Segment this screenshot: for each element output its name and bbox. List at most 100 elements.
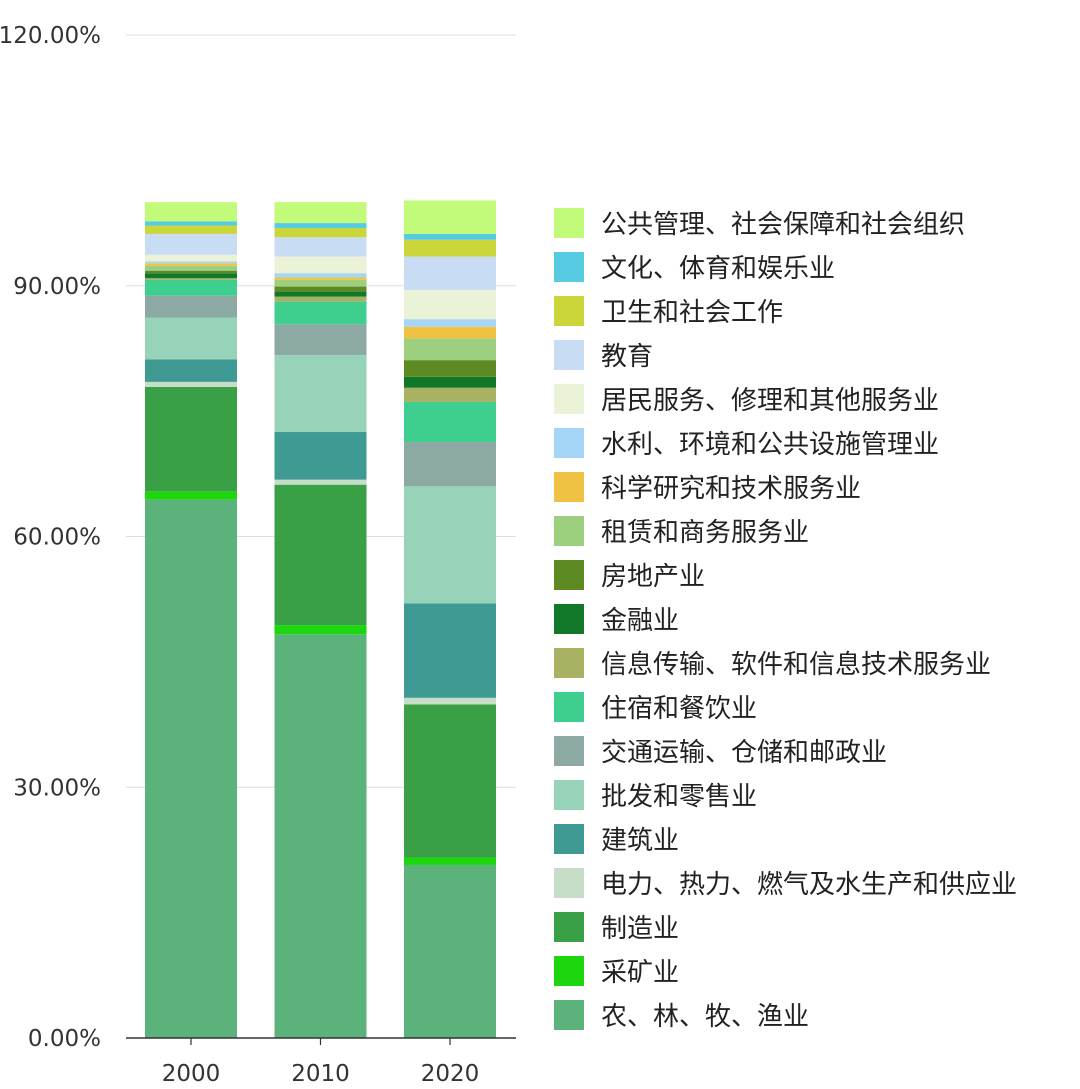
bar-segment [274, 228, 367, 238]
legend-label: 采矿业 [601, 958, 679, 988]
bar-segment [404, 233, 496, 240]
bar-segment [274, 355, 367, 433]
legend-swatch [554, 560, 584, 590]
bar-segment [404, 704, 496, 858]
legend-label: 交通运输、仓储和邮政业 [601, 738, 887, 768]
bar-segment [274, 256, 367, 274]
bar-segment [145, 254, 237, 262]
legend-label: 文化、体育和娱乐业 [601, 254, 835, 284]
axes: 0.00% 30.00% 60.00% 90.00% 120.00% 2000 2010 20… [0, 23, 516, 1087]
bar-segment [274, 202, 367, 224]
bar-segment [404, 239, 496, 257]
bar-segment [404, 256, 496, 290]
legend-label: 科学研究和技术服务业 [601, 474, 861, 504]
bar-segment [274, 279, 367, 287]
bar-segment [274, 296, 367, 302]
bar-segment [274, 324, 367, 356]
bar-segment [145, 359, 237, 382]
legend-label: 教育 [601, 342, 653, 372]
legend-swatch [554, 824, 584, 854]
bar-segment [145, 317, 237, 360]
legend-label: 公共管理、社会保障和社会组织 [601, 210, 965, 240]
bar-segment [404, 401, 496, 443]
legend-label: 房地产业 [601, 562, 705, 592]
bar-segment [404, 200, 496, 234]
bar-segment [404, 319, 496, 327]
legend-swatch [554, 912, 584, 942]
legend-swatch [554, 956, 584, 986]
legend-swatch [554, 692, 584, 722]
bar-segment [274, 291, 367, 297]
legend-swatch [554, 780, 584, 810]
legend-swatch [554, 428, 584, 458]
bars [145, 200, 496, 1038]
legend-swatch [554, 868, 584, 898]
legend-label: 住宿和餐饮业 [601, 694, 757, 724]
bar-segment [145, 225, 237, 234]
legend-swatch [554, 472, 584, 502]
bar-segment [145, 202, 237, 222]
bar-segment [274, 479, 367, 485]
bar-segment [404, 442, 496, 487]
bar-segment [274, 634, 367, 1038]
bar-segment [404, 338, 496, 361]
legend-label: 金融业 [601, 606, 679, 636]
bar-segment [274, 273, 367, 278]
bar-segment [274, 484, 367, 626]
bar-segment [145, 499, 237, 1038]
bar-segment [274, 277, 367, 280]
legend-label: 农、林、牧、渔业 [601, 1002, 809, 1032]
y-tick-label: 120.00% [0, 23, 101, 49]
bar-segment [274, 237, 367, 257]
bar-segment [145, 278, 237, 280]
bar-segment [274, 286, 367, 292]
legend-swatch [554, 384, 584, 414]
x-tick-label: 2010 [291, 1061, 350, 1087]
x-tick-label: 2020 [421, 1061, 480, 1087]
bar-segment [274, 301, 367, 325]
bar-segment [404, 326, 496, 339]
bar-segment [145, 273, 237, 279]
legend-label: 批发和零售业 [601, 782, 757, 812]
bar-segment [404, 387, 496, 402]
bar-segment [145, 263, 237, 266]
bar-segment [404, 376, 496, 388]
bar-segment [404, 857, 496, 865]
y-tick-label: 30.00% [13, 775, 101, 801]
legend-label: 电力、热力、燃气及水生产和供应业 [601, 870, 1017, 900]
bar-segment [404, 697, 496, 705]
bar-segment [145, 233, 237, 255]
legend-swatch [554, 340, 584, 370]
legend-label: 制造业 [601, 914, 679, 944]
bar-segment [145, 270, 237, 274]
legend: 公共管理、社会保障和社会组织文化、体育和娱乐业卫生和社会工作教育居民服务、修理和… [554, 208, 1017, 1032]
legend-label: 居民服务、修理和其他服务业 [601, 386, 939, 416]
bar-segment [145, 295, 237, 318]
bar-segment [145, 386, 237, 492]
legend-swatch [554, 296, 584, 326]
legend-swatch [554, 648, 584, 678]
bar-segment [404, 603, 496, 698]
legend-label: 信息传输、软件和信息技术服务业 [601, 650, 991, 680]
bar-segment [145, 221, 237, 226]
legend-label: 建筑业 [601, 826, 679, 856]
legend-swatch [554, 604, 584, 634]
legend-swatch [554, 252, 584, 282]
y-tick-label: 0.00% [28, 1026, 101, 1052]
legend-swatch [554, 516, 584, 546]
y-tick-label: 90.00% [13, 274, 101, 300]
legend-label: 租赁和商务服务业 [601, 518, 809, 548]
bar-segment [404, 864, 496, 1038]
bar-segment [274, 223, 367, 229]
bar-segment [145, 491, 237, 500]
legend-swatch [554, 736, 584, 766]
bar-segment [145, 261, 237, 264]
y-tick-label: 60.00% [13, 525, 101, 551]
bar-segment [274, 625, 367, 635]
x-tick-label: 2000 [162, 1061, 221, 1087]
bar-segment [145, 279, 237, 296]
legend-label: 水利、环境和公共设施管理业 [601, 430, 939, 460]
bar-segment [274, 432, 367, 480]
bar-segment [145, 381, 237, 387]
